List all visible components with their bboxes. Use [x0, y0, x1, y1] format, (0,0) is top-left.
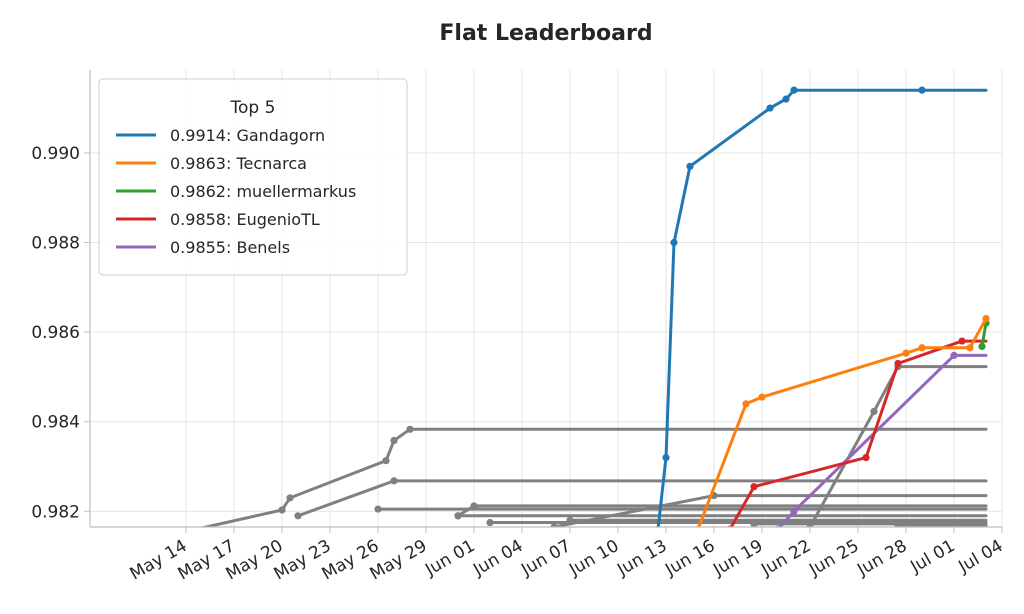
data-point — [902, 349, 910, 357]
data-point — [894, 522, 902, 527]
data-point — [978, 342, 986, 351]
data-point — [390, 436, 398, 445]
series-other — [566, 516, 988, 524]
legend-label: 0.9914: Gandagorn — [170, 126, 325, 145]
data-point — [742, 400, 750, 408]
y-tick-labels: 0.982 0.984 0.986 0.988 0.990 — [31, 144, 90, 522]
legend-entries: 0.9914: Gandagorn 0.9863: Tecnarca 0.9862:… — [116, 126, 356, 257]
data-point — [782, 95, 790, 103]
series-other — [199, 425, 988, 527]
legend-title: Top 5 — [230, 98, 276, 118]
series-other — [294, 477, 988, 520]
data-point — [390, 477, 398, 485]
data-point — [870, 407, 878, 416]
y-tick-label: 0.984 — [31, 413, 80, 433]
data-point — [766, 104, 774, 112]
data-point — [750, 483, 758, 491]
series-Gandagorn — [655, 86, 988, 527]
data-point — [382, 457, 390, 465]
series-other — [374, 505, 988, 513]
axes — [89, 70, 1002, 528]
data-point — [374, 505, 382, 513]
y-tick-label: 0.982 — [31, 502, 80, 522]
data-point — [750, 520, 758, 527]
data-point — [790, 86, 798, 94]
series-layer — [199, 86, 990, 527]
series-Tecnarca — [695, 315, 990, 527]
data-point — [950, 351, 958, 360]
chart-title: Flat Leaderboard — [439, 21, 652, 46]
legend-label: 0.9863: Tecnarca — [170, 154, 307, 173]
y-tick-label: 0.990 — [31, 144, 80, 164]
data-point — [758, 393, 766, 401]
data-point — [662, 453, 670, 462]
data-point — [278, 506, 286, 514]
data-point — [686, 162, 694, 170]
series-other — [894, 522, 988, 527]
series-other — [454, 512, 988, 520]
y-tick-label: 0.986 — [31, 323, 80, 343]
data-point — [670, 238, 678, 247]
series-EugenioTL — [727, 337, 988, 527]
data-point — [982, 315, 990, 323]
data-point — [486, 518, 494, 527]
series-line — [980, 321, 988, 348]
data-point — [894, 359, 902, 368]
data-point — [918, 86, 926, 94]
data-point — [958, 337, 966, 345]
data-point — [454, 512, 462, 520]
data-point — [790, 507, 798, 515]
legend-box — [98, 78, 408, 276]
data-point — [550, 523, 558, 527]
data-point — [406, 425, 414, 433]
data-point — [286, 494, 294, 502]
gridlines — [90, 70, 1003, 527]
data-point — [918, 344, 926, 352]
data-point — [862, 453, 870, 462]
data-point — [294, 512, 302, 520]
y-tick-label: 0.988 — [31, 233, 80, 253]
legend-label: 0.9862: muellermarkus — [170, 182, 356, 201]
legend-label: 0.9858: EugenioTL — [170, 210, 320, 229]
data-point — [566, 516, 574, 524]
data-point — [966, 344, 974, 352]
series-other — [750, 520, 988, 527]
legend-label: 0.9855: Benels — [170, 238, 290, 257]
series-line — [729, 339, 988, 527]
